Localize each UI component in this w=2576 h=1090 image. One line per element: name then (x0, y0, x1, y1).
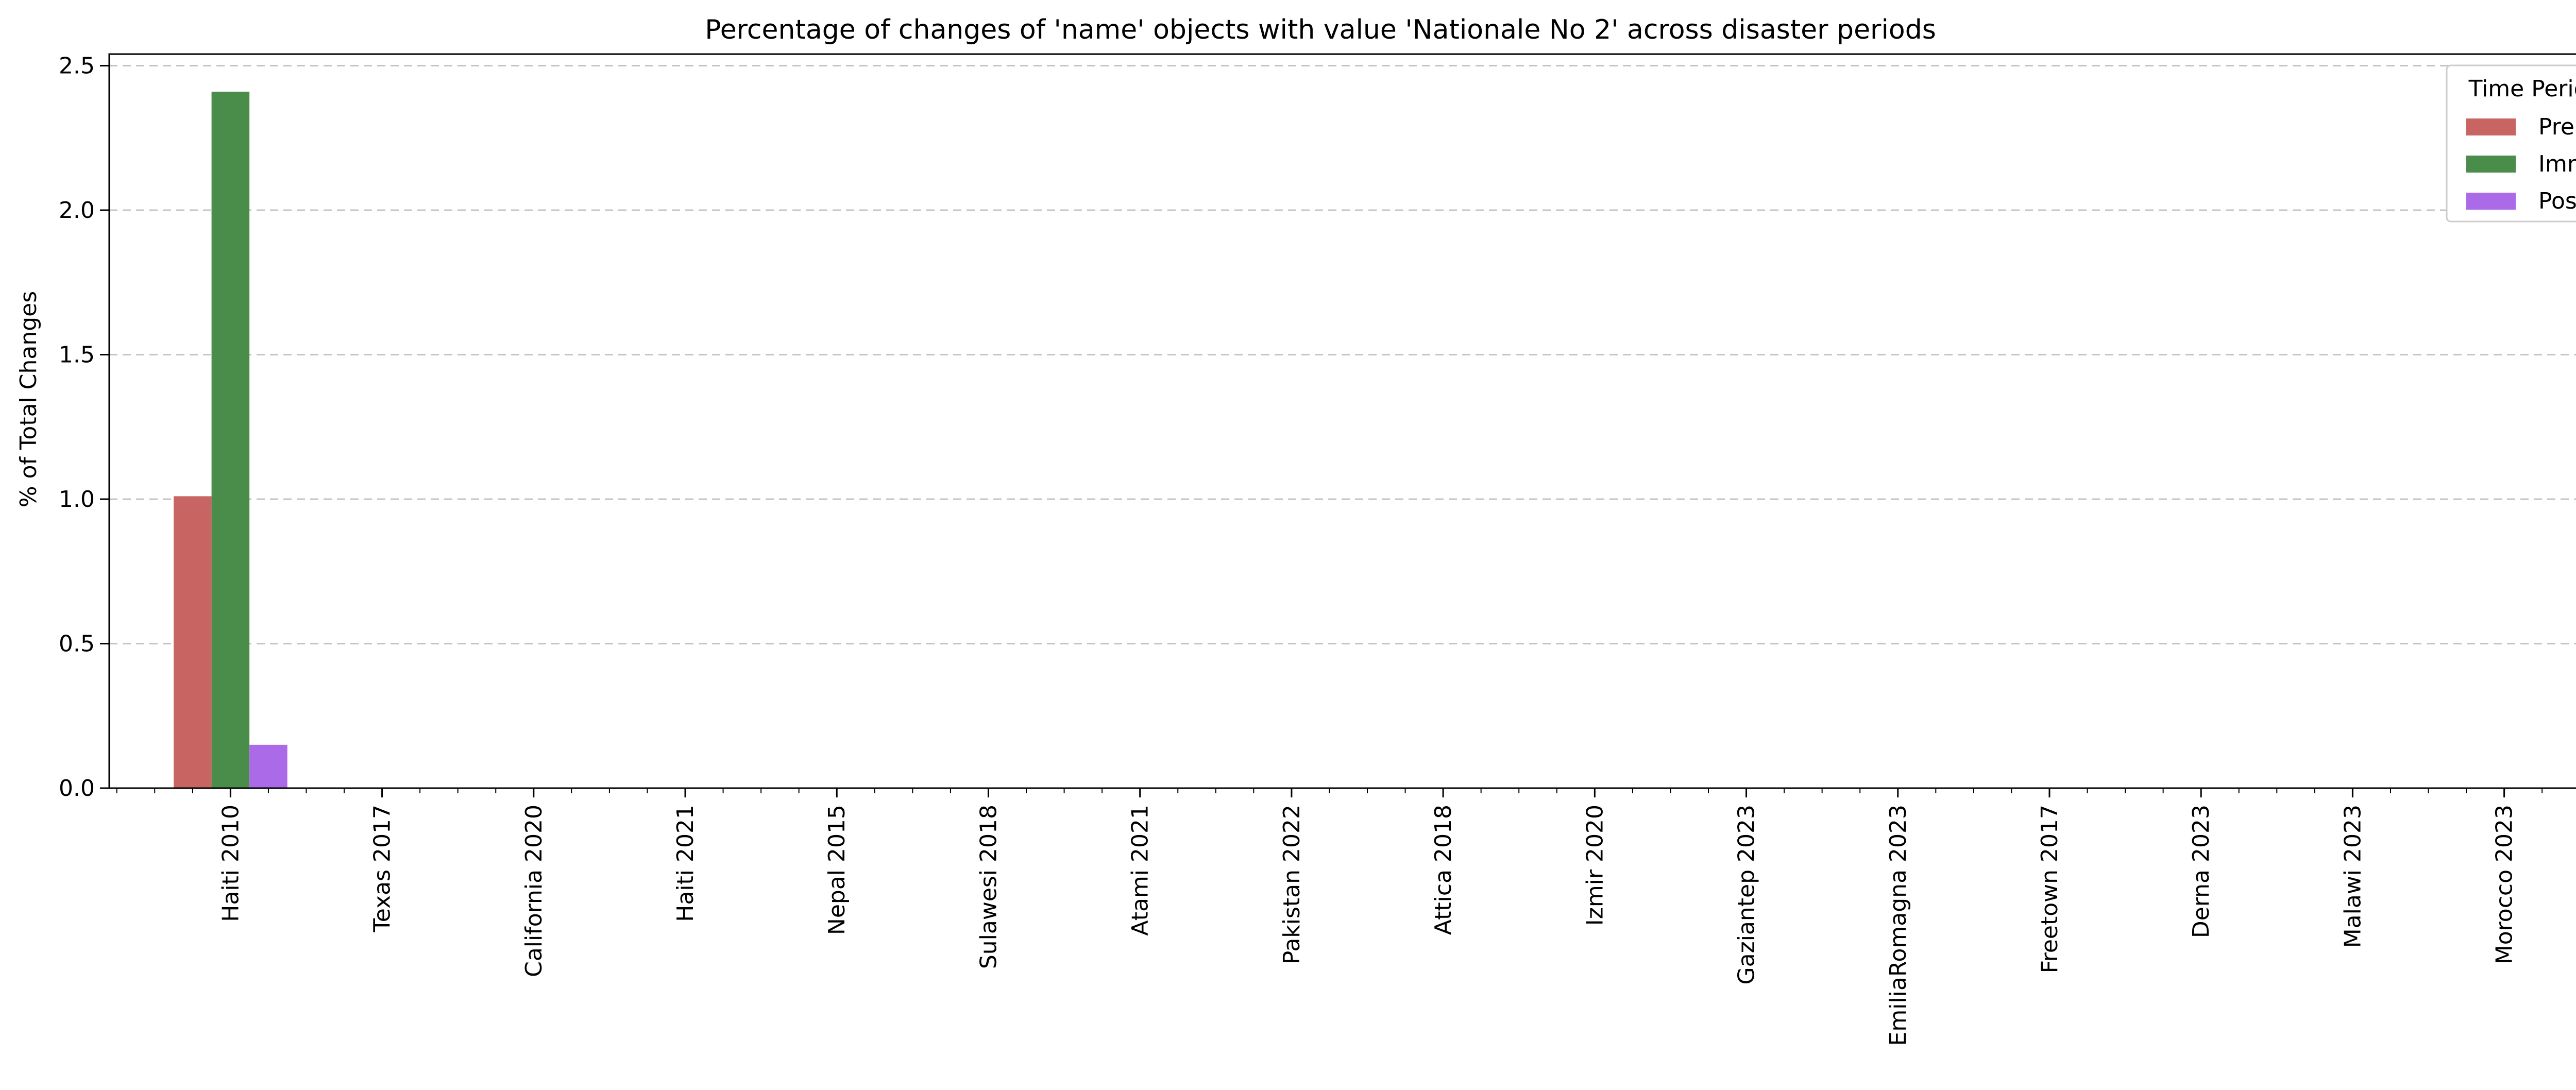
axes-layer: 0.0 0.5 1.0 1.5 2.0 2.5 Haiti 2010 Texas 2017 Ca… (59, 53, 2576, 1046)
legend-swatch-pre (2466, 118, 2516, 135)
bars-layer (174, 91, 287, 788)
x-tick-label: California 2020 (521, 805, 547, 977)
y-tick-label: 2.0 (59, 197, 95, 224)
x-tick-label: Freetown 2017 (2037, 805, 2063, 973)
x-tick-label: Haiti 2021 (672, 805, 699, 922)
x-tick-label: Derna 2023 (2188, 805, 2214, 938)
x-tick-label: Morocco 2023 (2492, 805, 2518, 964)
x-tick-label: Pakistan 2022 (1279, 805, 1305, 964)
legend-label-pre: Pre (2538, 114, 2574, 140)
x-tick-label: Atami 2021 (1127, 805, 1154, 936)
y-tick-label: 0.0 (59, 775, 95, 802)
y-tick-label: 0.5 (59, 631, 95, 657)
y-tick-label: 1.5 (59, 342, 95, 368)
y-tick-label: 1.0 (59, 486, 95, 513)
legend-title: Time Period (2468, 76, 2576, 102)
legend-swatch-post (2466, 193, 2516, 210)
x-tick-label: Texas 2017 (369, 805, 396, 933)
x-tick-label: Haiti 2010 (217, 805, 244, 922)
legend-frame (2446, 64, 2576, 223)
x-tick-label: Attica 2018 (1430, 805, 1456, 935)
bar-pre (174, 496, 212, 788)
legend: Time Period Pre Imm Post (2446, 64, 2576, 223)
y-tick-label: 2.5 (59, 53, 95, 79)
grid-layer (109, 64, 2576, 644)
y-axis-label: % of Total Changes (15, 291, 42, 507)
x-tick-label: Malawi 2023 (2340, 805, 2366, 948)
legend-swatch-imm (2466, 156, 2516, 173)
bar-imm (211, 91, 250, 788)
x-tick-label: EmiliaRomagna 2023 (1885, 805, 1911, 1046)
x-tick-label: Nepal 2015 (824, 805, 850, 935)
x-tick-label: Izmir 2020 (1582, 805, 1608, 926)
legend-label-post: Post (2538, 188, 2576, 214)
x-tick-label: Sulawesi 2018 (975, 805, 1002, 969)
x-tick-label: Gaziantep 2023 (1734, 805, 1760, 984)
legend-items: Pre Imm Post (2466, 114, 2576, 214)
bar-post (249, 744, 287, 788)
chart-title: Percentage of changes of 'name' objects … (705, 14, 1936, 45)
legend-label-imm: Imm (2538, 151, 2576, 177)
